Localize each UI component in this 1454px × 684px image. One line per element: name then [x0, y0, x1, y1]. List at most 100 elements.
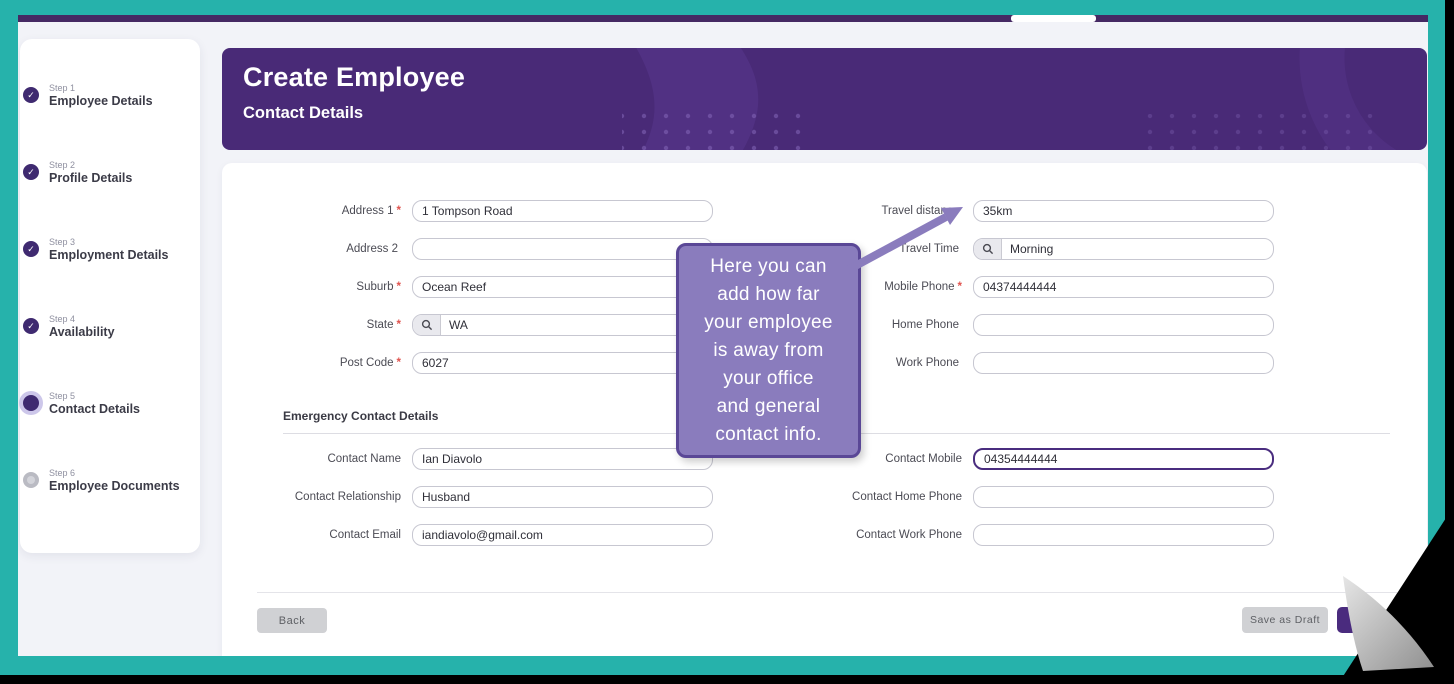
- phone-column: Travel distance Travel Time Mob: [820, 200, 1274, 390]
- address-column: Address 1* Address 2 Suburb* State*: [283, 200, 713, 390]
- topbar: [18, 15, 1428, 22]
- step-title: Employee Documents: [49, 478, 180, 493]
- travel-time-input[interactable]: [973, 238, 1274, 260]
- sidebar-step-employee-details[interactable]: ✓ Step 1 Employee Details: [23, 82, 153, 108]
- contact-work-phone-label: Contact Work Phone: [856, 529, 962, 541]
- contact-relationship-label: Contact Relationship: [294, 491, 401, 503]
- address1-label: Address 1: [341, 205, 394, 217]
- mobile-phone-label: Mobile Phone: [884, 281, 955, 293]
- pending-step-icon: [23, 472, 39, 488]
- mobile-phone-input[interactable]: [973, 276, 1274, 298]
- field-row-address1: Address 1 *: [283, 200, 713, 222]
- required-asterisk: *: [957, 281, 962, 293]
- check-icon: ✓: [23, 318, 39, 334]
- emergency-section-heading: Emergency Contact Details: [283, 409, 439, 423]
- page-title: Create Employee: [243, 62, 466, 92]
- travel-distance-input[interactable]: [973, 200, 1274, 222]
- travel-time-label: Travel Time: [899, 243, 959, 255]
- contact-email-input[interactable]: [412, 524, 713, 546]
- field-row-mobile-phone: Mobile Phone *: [820, 276, 1274, 298]
- required-asterisk: *: [396, 319, 401, 331]
- address2-label: Address 2: [346, 243, 398, 255]
- contact-email-label: Contact Email: [329, 529, 401, 541]
- step-title: Contact Details: [49, 401, 140, 416]
- app-content: ✓ Step 1 Employee Details ✓ Step 2 Profi…: [18, 15, 1428, 656]
- home-phone-label: Home Phone: [891, 319, 959, 331]
- check-icon: ✓: [23, 164, 39, 180]
- sidebar-step-availability[interactable]: ✓ Step 4 Availability: [23, 313, 115, 339]
- work-phone-input[interactable]: [973, 352, 1274, 374]
- save-as-draft-button[interactable]: Save as Draft: [1242, 607, 1328, 633]
- field-row-contact-relationship: Contact Relationship: [283, 486, 713, 508]
- state-input[interactable]: [412, 314, 713, 336]
- contact-name-input[interactable]: [412, 448, 713, 470]
- contact-home-phone-label: Contact Home Phone: [852, 491, 962, 503]
- form-card: Address 1* Address 2 Suburb* State*: [222, 163, 1427, 656]
- address1-input[interactable]: [412, 200, 713, 222]
- field-row-contact-work-phone: Contact Work Phone: [820, 524, 1274, 546]
- field-row-travel-time: Travel Time: [820, 238, 1274, 260]
- field-row-contact-email: Contact Email: [283, 524, 713, 546]
- contact-work-phone-input[interactable]: [973, 524, 1274, 546]
- primary-action-button[interactable]: [1337, 607, 1379, 633]
- search-icon[interactable]: [413, 315, 441, 335]
- sidebar-step-employee-documents[interactable]: Step 6 Employee Documents: [23, 467, 180, 493]
- step-number: Step 4: [49, 313, 76, 324]
- back-button[interactable]: Back: [257, 608, 327, 633]
- footer-divider: [257, 592, 1397, 593]
- required-asterisk: *: [396, 357, 401, 369]
- tooltip-text: Here you can add how far your employee i…: [704, 255, 833, 445]
- contact-mobile-input[interactable]: [973, 448, 1274, 470]
- topbar-indicator: [1011, 15, 1096, 22]
- page-header: Create Employee Contact Details: [222, 48, 1427, 150]
- step-title: Profile Details: [49, 170, 133, 185]
- field-row-address2: Address 2: [283, 238, 713, 260]
- field-row-travel-distance: Travel distance: [820, 200, 1274, 222]
- field-row-work-phone: Work Phone: [820, 352, 1274, 374]
- contact-mobile-label: Contact Mobile: [885, 453, 962, 465]
- state-label: State: [366, 319, 394, 331]
- postcode-input[interactable]: [412, 352, 713, 374]
- field-row-state: State *: [283, 314, 713, 336]
- step-number: Step 6: [49, 467, 76, 478]
- field-row-home-phone: Home Phone: [820, 314, 1274, 336]
- field-row-contact-home-phone: Contact Home Phone: [820, 486, 1274, 508]
- walkthrough-tooltip: Here you can add how far your employee i…: [676, 243, 861, 458]
- sidebar-step-profile-details[interactable]: ✓ Step 2 Profile Details: [23, 159, 132, 185]
- required-asterisk: *: [396, 205, 401, 217]
- home-phone-input[interactable]: [973, 314, 1274, 336]
- work-phone-label: Work Phone: [895, 357, 959, 369]
- travel-distance-label: Travel distance: [881, 205, 959, 217]
- step-title: Employee Details: [49, 93, 153, 108]
- sidebar-step-employment-details[interactable]: ✓ Step 3 Employment Details: [23, 236, 168, 262]
- required-asterisk: *: [396, 281, 401, 293]
- step-title: Availability: [49, 324, 115, 339]
- current-step-icon: [23, 395, 39, 411]
- field-row-contact-mobile: Contact Mobile: [820, 448, 1274, 470]
- sidebar-step-contact-details[interactable]: Step 5 Contact Details: [23, 390, 140, 416]
- search-icon[interactable]: [974, 239, 1002, 259]
- address2-input[interactable]: [412, 238, 713, 260]
- contact-relationship-input[interactable]: [412, 486, 713, 508]
- step-number: Step 5: [49, 390, 76, 401]
- step-number: Step 3: [49, 236, 76, 247]
- emergency-left-column: Contact Name Contact Relationship Contac…: [283, 448, 713, 562]
- field-row-suburb: Suburb *: [283, 276, 713, 298]
- header-decoration: [622, 48, 1397, 150]
- check-icon: ✓: [23, 87, 39, 103]
- page-subtitle: Contact Details: [243, 104, 364, 122]
- stepper-sidebar: ✓ Step 1 Employee Details ✓ Step 2 Profi…: [20, 39, 200, 553]
- emergency-right-column: Contact Mobile Contact Home Phone Contac…: [820, 448, 1274, 562]
- contact-name-label: Contact Name: [327, 453, 401, 465]
- check-icon: ✓: [23, 241, 39, 257]
- suburb-input[interactable]: [412, 276, 713, 298]
- step-title: Employment Details: [49, 247, 169, 262]
- postcode-label: Post Code: [339, 357, 394, 369]
- step-number: Step 2: [49, 159, 76, 170]
- suburb-label: Suburb: [356, 281, 394, 293]
- contact-home-phone-input[interactable]: [973, 486, 1274, 508]
- field-row-contact-name: Contact Name: [283, 448, 713, 470]
- field-row-postcode: Post Code *: [283, 352, 713, 374]
